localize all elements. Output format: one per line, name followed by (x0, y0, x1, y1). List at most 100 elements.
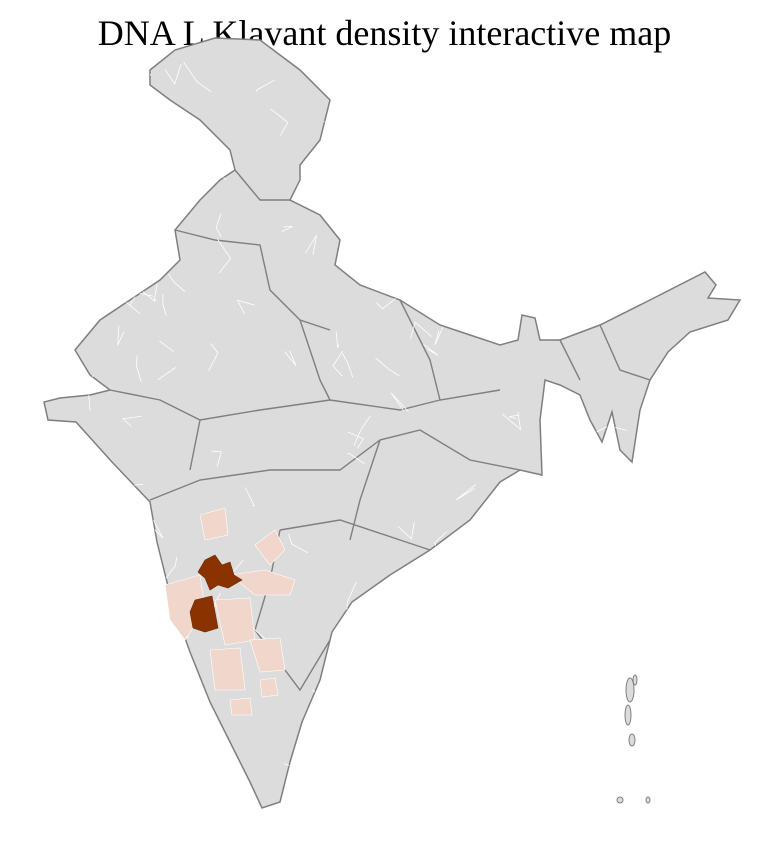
district-border[interactable] (328, 672, 348, 684)
island[interactable] (645, 796, 651, 804)
district-border[interactable] (128, 688, 138, 701)
district-border[interactable] (619, 293, 625, 308)
district-border[interactable] (585, 105, 595, 136)
district-border[interactable] (338, 164, 350, 173)
district-border[interactable] (409, 321, 432, 340)
state-border[interactable] (299, 319, 331, 401)
district-border[interactable] (353, 269, 372, 281)
district-border[interactable] (435, 226, 439, 244)
district-border[interactable] (92, 212, 106, 233)
district-border[interactable] (332, 350, 344, 377)
district-border[interactable] (581, 742, 595, 761)
district-border[interactable] (340, 90, 367, 98)
district-border[interactable] (389, 692, 410, 719)
district-border[interactable] (288, 533, 309, 554)
district-border[interactable] (593, 144, 612, 168)
island[interactable] (624, 704, 632, 726)
district-border[interactable] (336, 111, 362, 117)
island[interactable] (632, 674, 638, 686)
district-border[interactable] (353, 415, 371, 446)
district-low-density[interactable] (249, 637, 286, 673)
district-border[interactable] (335, 222, 352, 228)
district-border[interactable] (497, 517, 522, 553)
state-border[interactable] (149, 429, 521, 501)
district-border[interactable] (414, 293, 431, 309)
district-low-density[interactable] (209, 647, 246, 691)
district-high-density[interactable] (189, 595, 219, 633)
district-border[interactable] (157, 367, 177, 381)
island[interactable] (625, 677, 635, 703)
district-border[interactable] (530, 593, 551, 614)
district-border[interactable] (96, 617, 108, 635)
district-border[interactable] (147, 722, 163, 748)
district-border[interactable] (630, 619, 649, 636)
state-border[interactable] (559, 339, 581, 381)
district-low-density[interactable] (254, 529, 286, 566)
district-border[interactable] (228, 160, 231, 174)
district-high-density[interactable] (197, 554, 243, 591)
state-border[interactable] (109, 389, 501, 421)
district-border[interactable] (208, 343, 219, 372)
district-border[interactable] (508, 414, 520, 419)
district-border[interactable] (136, 355, 142, 383)
district-border[interactable] (157, 706, 181, 715)
district-low-density[interactable] (229, 569, 296, 596)
district-border[interactable] (133, 167, 139, 178)
district-border[interactable] (621, 491, 629, 499)
district-border[interactable] (376, 297, 397, 310)
state-border[interactable] (279, 519, 431, 551)
district-border[interactable] (436, 551, 472, 570)
district-border[interactable] (375, 357, 400, 377)
district-border[interactable] (450, 261, 467, 283)
district-border[interactable] (183, 61, 212, 93)
state-border[interactable] (399, 299, 441, 401)
district-border[interactable] (434, 326, 444, 345)
district-border[interactable] (548, 184, 565, 189)
district-border[interactable] (281, 226, 293, 233)
district-border[interactable] (168, 273, 186, 292)
district-border[interactable] (255, 79, 276, 92)
district-border[interactable] (346, 752, 363, 762)
district-border[interactable] (164, 64, 182, 85)
district-border[interactable] (122, 726, 135, 744)
district-border[interactable] (572, 236, 593, 251)
district-border[interactable] (244, 487, 255, 507)
district-border[interactable] (343, 738, 363, 770)
district-border[interactable] (614, 53, 629, 74)
district-border[interactable] (523, 294, 537, 313)
district-border[interactable] (335, 331, 340, 348)
district-border[interactable] (437, 728, 470, 740)
district-border[interactable] (121, 244, 124, 264)
district-border[interactable] (347, 431, 364, 449)
district-border[interactable] (159, 627, 173, 649)
district-border[interactable] (502, 411, 522, 431)
district-border[interactable] (86, 754, 98, 773)
island[interactable] (628, 733, 636, 747)
district-border[interactable] (634, 86, 649, 120)
island[interactable] (616, 796, 624, 804)
district-low-density[interactable] (199, 507, 229, 541)
district-border[interactable] (333, 686, 350, 699)
district-border[interactable] (350, 228, 367, 242)
district-border[interactable] (135, 73, 152, 90)
district-border[interactable] (357, 650, 375, 684)
district-border[interactable] (449, 163, 470, 183)
district-border[interactable] (455, 484, 477, 501)
district-border[interactable] (522, 156, 539, 183)
district-border[interactable] (333, 710, 355, 729)
district-border[interactable] (397, 522, 415, 540)
district-border[interactable] (104, 100, 137, 110)
district-border[interactable] (159, 340, 174, 353)
district-border[interactable] (72, 191, 101, 213)
state-border[interactable] (599, 324, 651, 381)
state-border[interactable] (349, 439, 381, 541)
district-border[interactable] (503, 495, 512, 522)
district-border[interactable] (408, 205, 413, 222)
state-border[interactable] (189, 419, 201, 471)
district-border[interactable] (457, 90, 466, 116)
district-border[interactable] (432, 735, 451, 746)
district-border[interactable] (620, 149, 637, 189)
district-border[interactable] (305, 234, 317, 256)
district-border[interactable] (135, 586, 146, 623)
